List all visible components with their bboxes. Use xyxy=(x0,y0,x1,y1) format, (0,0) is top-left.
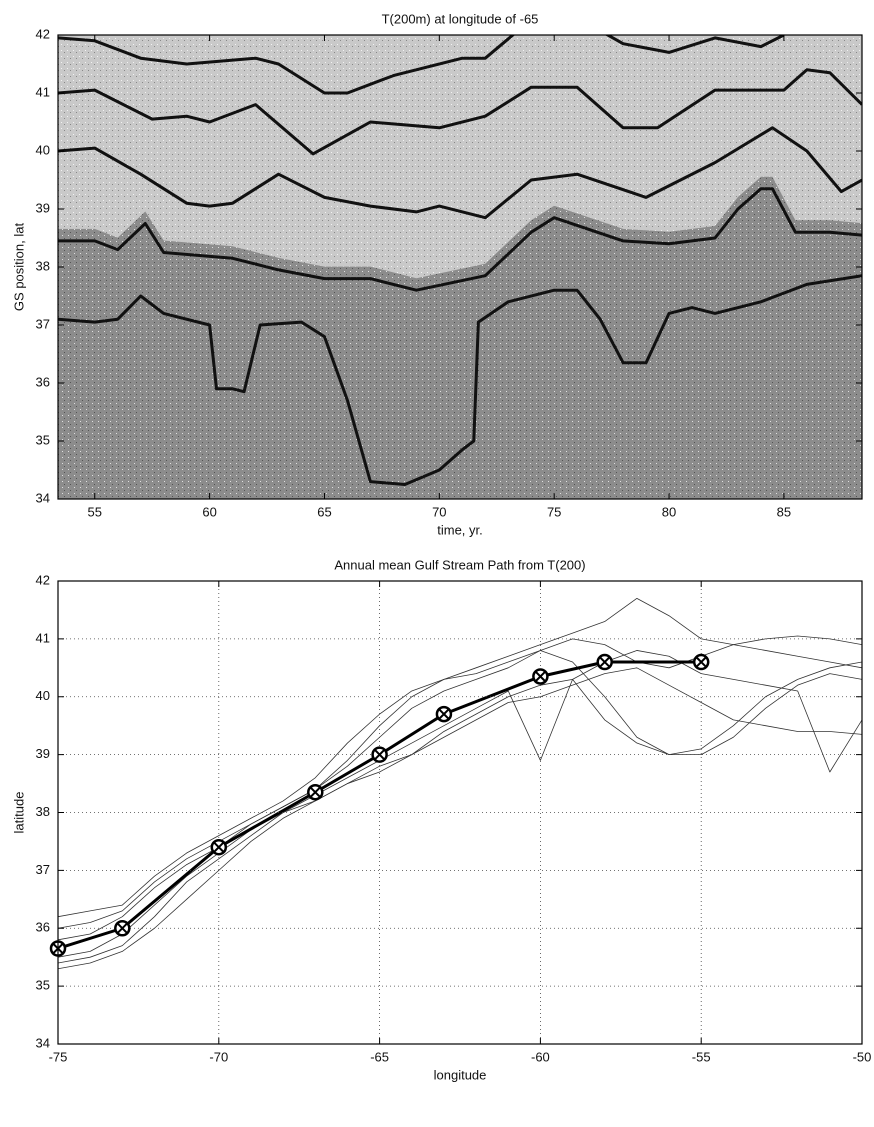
y-tick-label: 37 xyxy=(36,862,50,877)
series-line xyxy=(58,667,862,964)
y-axis-label: GS position, lat xyxy=(11,223,26,312)
x-tick-label: 60 xyxy=(202,504,216,519)
y-tick-label: 41 xyxy=(36,630,50,645)
x-tick-label: 70 xyxy=(432,504,446,519)
y-tick-label: 42 xyxy=(36,26,50,41)
series-line xyxy=(58,638,862,929)
marker-cross xyxy=(534,670,547,683)
y-tick-label: 39 xyxy=(36,200,50,215)
y-tick-label: 36 xyxy=(36,920,50,935)
plot-frame xyxy=(57,34,863,500)
y-tick-label: 38 xyxy=(36,258,50,273)
series-line xyxy=(58,35,785,95)
chart-title: Annual mean Gulf Stream Path from T(200) xyxy=(334,557,585,572)
marker xyxy=(371,746,388,763)
x-tick-label: -50 xyxy=(853,1049,872,1064)
chart: 55 60 65 70 75 80 85 34 35 36 37 38 39 40 41 42 T(200m) … xyxy=(11,11,863,537)
x-tick-label: 85 xyxy=(777,504,791,519)
series-line xyxy=(58,650,862,958)
marker xyxy=(596,653,613,671)
y-tick-label: 37 xyxy=(36,316,50,331)
x-tick-label: 65 xyxy=(317,504,331,519)
y-tick-label: 38 xyxy=(36,804,50,819)
series-line xyxy=(58,187,862,292)
marker-cross xyxy=(213,841,225,853)
x-tick-label: -75 xyxy=(49,1049,68,1064)
x-tick-label: -60 xyxy=(531,1049,550,1064)
marker xyxy=(114,920,131,937)
x-axis-label: time, yr. xyxy=(437,522,483,537)
y-tick-label: 35 xyxy=(36,978,50,993)
marker xyxy=(435,705,453,723)
marker-cross xyxy=(695,656,707,668)
marker xyxy=(532,668,549,685)
x-axis-label: longitude xyxy=(434,1067,487,1082)
y-tick-label: 40 xyxy=(36,688,50,703)
marker-cross xyxy=(599,656,611,668)
series-line xyxy=(58,68,862,156)
x-tick-label: 75 xyxy=(547,504,561,519)
marker-cross xyxy=(438,708,450,720)
shaded-field xyxy=(58,176,862,499)
y-tick-label: 34 xyxy=(36,1035,50,1050)
marker xyxy=(692,653,710,671)
x-tick-label: -70 xyxy=(209,1049,228,1064)
x-tick-label: -65 xyxy=(370,1049,389,1064)
y-tick-label: 41 xyxy=(36,84,50,99)
series-line xyxy=(58,274,862,486)
series-line xyxy=(58,597,862,918)
y-axis-label: latitude xyxy=(11,792,26,834)
plot-area xyxy=(58,597,862,970)
y-tick-label: 35 xyxy=(36,432,50,447)
x-tick-label: -55 xyxy=(692,1049,711,1064)
plot-frame xyxy=(57,580,863,1045)
marker xyxy=(307,783,324,801)
y-tick-label: 39 xyxy=(36,746,50,761)
marker-cross xyxy=(116,922,128,934)
plot-area xyxy=(58,35,862,499)
series-line xyxy=(58,673,862,970)
x-tick-label: 80 xyxy=(662,504,676,519)
series-line xyxy=(58,126,862,220)
chart: -75 -70 -65 -60 -55 -50 34 35 36 37 38 39 40 41 42 Annu… xyxy=(11,557,871,1082)
y-tick-label: 36 xyxy=(36,374,50,389)
marker-cross xyxy=(309,786,321,798)
marker-cross xyxy=(373,749,386,761)
y-tick-label: 40 xyxy=(36,142,50,157)
chart-title: T(200m) at longitude of -65 xyxy=(382,11,539,26)
y-tick-label: 34 xyxy=(36,490,50,505)
marker xyxy=(210,838,228,856)
y-tick-label: 42 xyxy=(36,572,50,587)
series-line xyxy=(58,650,862,941)
x-tick-label: 55 xyxy=(88,504,102,519)
